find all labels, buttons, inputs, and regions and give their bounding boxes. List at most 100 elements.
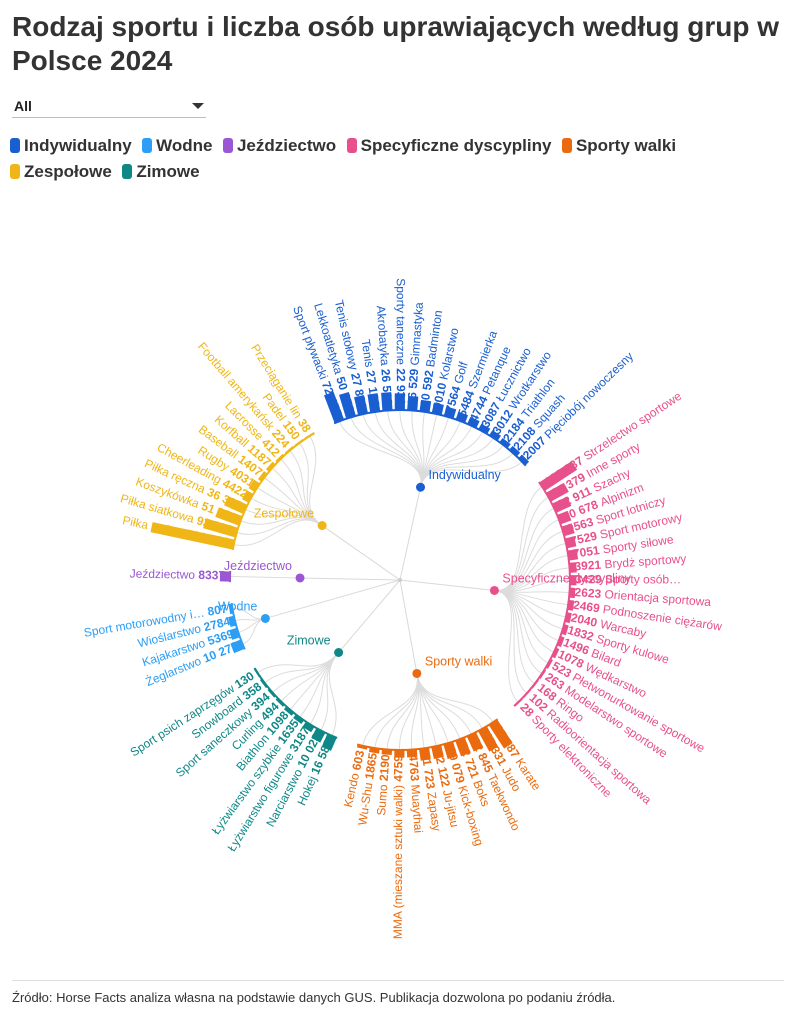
value-bar — [283, 706, 295, 716]
value-bar — [561, 624, 569, 636]
leaf-value: 27 182 — [363, 369, 382, 408]
legend-item-indywidualny[interactable]: Indywidualny — [10, 133, 132, 159]
chart-title: Rodzaj sportu i liczba osób uprawiającyc… — [12, 11, 779, 76]
leaf-label: 4763 Muaythai — [406, 754, 425, 834]
root-link — [399, 579, 495, 591]
group-label: Specyficzne dyscypliny — [502, 571, 631, 585]
value-bar — [546, 482, 569, 502]
group-label: Wodne — [218, 599, 257, 613]
value-bar — [302, 721, 315, 733]
root-link — [399, 579, 418, 674]
leaf-link — [374, 411, 422, 488]
group-label: Sporty walki — [425, 654, 492, 668]
value-bar — [466, 732, 483, 752]
value-bar — [431, 402, 444, 416]
value-bar — [230, 639, 245, 654]
value-bar — [242, 490, 254, 503]
legend-item-jezdziectwo[interactable]: Jeździectwo — [222, 133, 337, 159]
leaf-value: 2784 — [202, 614, 232, 634]
group-arc — [253, 667, 338, 739]
legend-item-zespolowe[interactable]: Zespołowe — [10, 159, 112, 185]
leaf-label: 16 529 Gimnastyka — [405, 301, 426, 405]
legend-item-zimowe[interactable]: Zimowe — [122, 159, 200, 185]
leaf-value: 16 529 — [405, 365, 422, 406]
leaf-name: Brydż sportowy — [604, 552, 687, 572]
value-bar — [321, 733, 337, 751]
leaf-name: Gimnastyka — [408, 301, 427, 366]
value-bar — [394, 393, 405, 411]
value-bar — [561, 523, 575, 537]
leaf-value: 2190 — [377, 754, 393, 782]
value-bar — [564, 536, 577, 549]
legend-swatch — [10, 164, 20, 179]
group-filter-dropdown[interactable]: All — [12, 93, 206, 118]
value-bar — [569, 575, 577, 586]
leaf-link — [416, 673, 472, 735]
leaf-label: Wu-Shu 1865 — [355, 752, 380, 827]
legend-swatch — [561, 138, 572, 153]
group-node-dot — [412, 668, 422, 678]
legend-swatch — [10, 138, 20, 153]
leaf-link — [386, 673, 419, 750]
leaf-value: 2623 — [574, 585, 605, 601]
legend-item-wodne[interactable]: Wodne — [142, 133, 213, 159]
leaf-value: 603 — [349, 749, 367, 772]
group-arc — [356, 718, 499, 751]
value-bar — [551, 496, 572, 513]
leaf-link — [362, 673, 418, 746]
group-arc — [513, 481, 571, 707]
leaf-link — [494, 507, 555, 591]
value-bar — [477, 726, 499, 752]
leaf-link — [494, 530, 564, 591]
leaf-value: 3429 — [575, 572, 605, 586]
leaf-value: 2040 — [569, 611, 601, 631]
legend-swatch — [222, 138, 233, 153]
value-bar — [215, 507, 243, 526]
value-bar — [539, 461, 578, 491]
value-bar — [275, 453, 285, 463]
leaf-label: 3429 Sporty osób… — [575, 572, 681, 586]
group-arc — [230, 602, 246, 650]
legend-label: Zimowe — [136, 162, 200, 181]
leaf-link — [350, 417, 422, 488]
root-node — [398, 578, 402, 582]
legend-label: Wodne — [156, 136, 213, 155]
group-node-dot — [334, 647, 344, 657]
leaf-value: 10 592 — [417, 366, 437, 408]
leaf-value: 807 — [206, 602, 228, 619]
root-link — [338, 579, 401, 653]
value-bar — [293, 714, 304, 724]
value-bar — [323, 391, 345, 424]
value-bar — [509, 445, 521, 457]
group-node-dot — [489, 585, 499, 595]
leaf-value: 26 582 — [378, 368, 395, 406]
leaf-link — [386, 410, 423, 488]
group-arc — [231, 432, 315, 551]
leaf-label: 3921 Brydż sportowy — [574, 552, 687, 574]
leaf-name: Akrobatyka — [374, 305, 393, 369]
value-bar — [419, 399, 432, 413]
legend-item-specyficzne[interactable]: Specyficzne dyscypliny — [346, 133, 551, 159]
group-arcs — [229, 409, 571, 751]
group-node-dot — [260, 613, 270, 623]
leaf-value: 22 936 — [394, 368, 408, 405]
legend-item-sporty-walki[interactable]: Sporty walki — [561, 133, 676, 159]
leaf-link — [272, 652, 339, 693]
leaf-link — [420, 461, 523, 488]
legend-swatch — [142, 138, 153, 153]
value-bar — [406, 749, 418, 758]
leaf-value: 3921 — [574, 558, 605, 574]
leaf-label: Sumo 2190 — [374, 754, 393, 817]
legend-label: Jeździectwo — [236, 136, 337, 155]
leaf-value: 9010 — [430, 378, 450, 410]
group-arc — [333, 409, 527, 467]
chevron-down-icon — [192, 103, 204, 109]
legend: Indywidualny Wodne Jeździectwo Specyficz… — [10, 133, 710, 185]
group-node-dot — [416, 482, 426, 492]
value-bar — [203, 518, 239, 538]
leaf-label: 11 723 Zapasy — [419, 752, 444, 832]
group-label: Indywidualny — [429, 468, 502, 482]
value-bar — [556, 636, 565, 648]
leaf-link — [494, 589, 549, 664]
